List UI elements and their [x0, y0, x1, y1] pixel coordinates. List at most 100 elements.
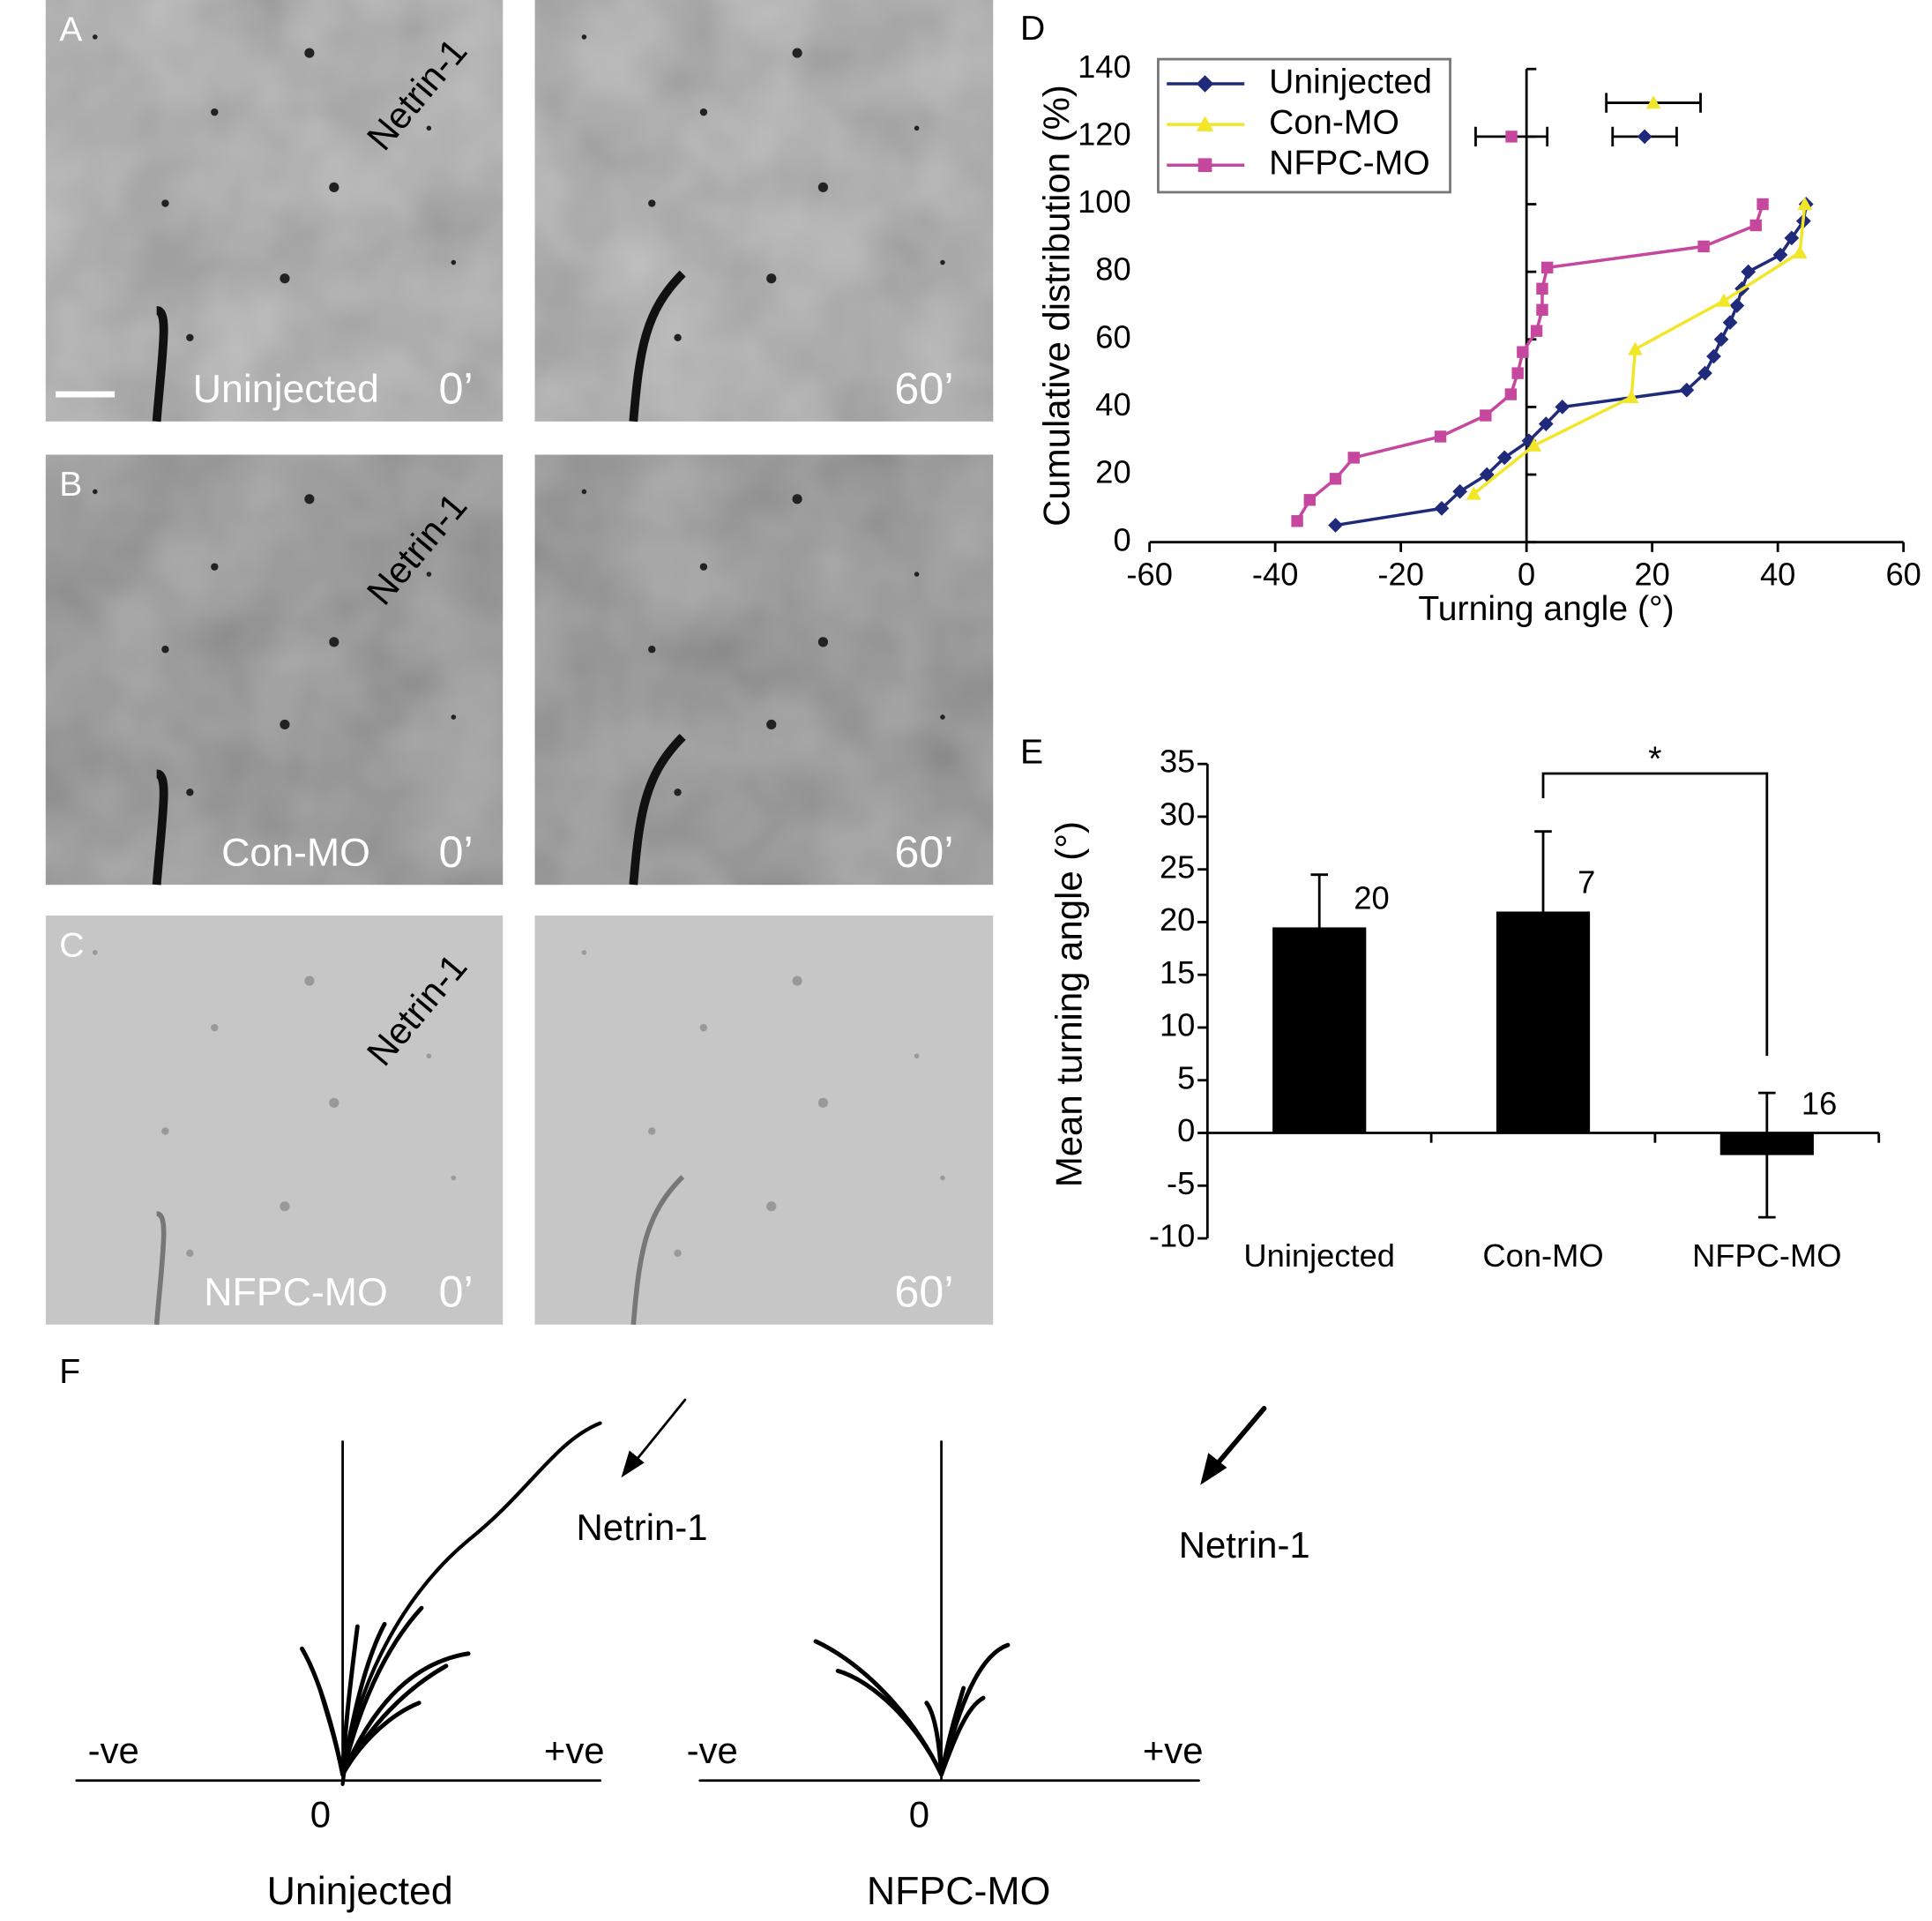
- trace: [340, 1421, 602, 1787]
- x-tick-label: -60: [1126, 556, 1172, 592]
- time-label: 60’: [894, 363, 953, 414]
- point: [1697, 240, 1710, 253]
- texture: [534, 454, 994, 886]
- x-tick-label: -20: [1377, 556, 1423, 592]
- texture: [45, 454, 504, 886]
- y-tick-label: 40: [1095, 386, 1130, 422]
- debris: [766, 273, 777, 284]
- debris: [92, 34, 98, 40]
- x-tick-label: -40: [1252, 556, 1298, 592]
- point: [1466, 486, 1481, 500]
- debris: [426, 1053, 432, 1059]
- point: [1517, 346, 1529, 358]
- point: [1637, 129, 1652, 145]
- stimulus-label: Netrin-1: [1179, 1524, 1310, 1566]
- point: [1452, 483, 1468, 499]
- trace: [939, 1686, 966, 1777]
- y-axis-title: Cumulative distribution (%): [1036, 85, 1078, 527]
- debris: [329, 1097, 339, 1108]
- debris: [674, 1249, 682, 1257]
- debris: [329, 637, 339, 647]
- debris: [161, 646, 169, 654]
- legend-label: Con-MO: [1269, 103, 1399, 141]
- debris: [329, 182, 339, 192]
- micrograph: [534, 916, 994, 1325]
- debris: [304, 48, 315, 58]
- point: [1434, 501, 1450, 516]
- time-label: 0’: [439, 363, 474, 414]
- debris: [581, 950, 587, 955]
- debris: [792, 975, 802, 986]
- debris: [699, 563, 708, 571]
- x-tick-label: 60: [1885, 556, 1921, 592]
- y-tick-label: 30: [1160, 796, 1195, 833]
- trace: [835, 1668, 944, 1777]
- axon: [629, 270, 686, 422]
- debris: [699, 1023, 708, 1032]
- point: [1749, 219, 1762, 232]
- trace: [318, 1688, 346, 1777]
- significance-label: *: [1648, 740, 1661, 778]
- panel-letter: A: [59, 11, 83, 49]
- point: [1328, 518, 1343, 533]
- y-tick-label: 120: [1078, 116, 1131, 152]
- debris: [914, 572, 920, 577]
- y-tick-label: 140: [1078, 49, 1131, 85]
- side-label: -ve: [88, 1730, 139, 1771]
- axon: [153, 1211, 167, 1326]
- point: [1196, 116, 1214, 131]
- point: [1536, 303, 1548, 316]
- x-tick-label: 40: [1760, 556, 1795, 592]
- debris: [817, 637, 829, 647]
- y-axis-title: Mean turning angle (°): [1048, 821, 1090, 1187]
- point: [1197, 158, 1212, 173]
- point: [1479, 467, 1495, 482]
- point: [1722, 315, 1738, 331]
- point: [1716, 293, 1732, 307]
- debris: [161, 199, 169, 207]
- y-tick-label: 20: [1095, 454, 1130, 490]
- y-tick-label: 10: [1160, 1007, 1195, 1043]
- y-tick-label: 15: [1160, 954, 1195, 990]
- point: [1526, 437, 1542, 452]
- point: [1480, 409, 1492, 422]
- trace-panel: F Netrin-1 -ve +ve 0 Uninjected Netrin-1 -ve +v…: [59, 1353, 1309, 1913]
- debris: [792, 48, 802, 58]
- debris: [648, 199, 656, 207]
- point: [1504, 388, 1518, 400]
- n-label: 16: [1801, 1085, 1837, 1121]
- y-tick-label: 0: [1177, 1112, 1195, 1148]
- debris: [426, 572, 432, 577]
- debris: [211, 563, 219, 571]
- error-bar: [1310, 873, 1328, 982]
- point: [1772, 247, 1788, 263]
- panel-letter: C: [59, 927, 84, 965]
- error-bar: [1534, 830, 1552, 993]
- trace: [340, 1621, 387, 1777]
- debris: [699, 108, 708, 116]
- side-label: +ve: [544, 1730, 605, 1771]
- x-tick-label: 0: [1518, 556, 1535, 592]
- trace: [340, 1651, 471, 1777]
- bar-chart: E -10 -5 0 5 10 15 20 25 30 35 Mean turning angle (…: [1020, 733, 1881, 1274]
- panel-letter: B: [59, 466, 82, 504]
- debris: [186, 1249, 194, 1257]
- point: [1792, 244, 1808, 259]
- x-axis-title: Turning angle (°): [1418, 590, 1674, 628]
- time-label: 60’: [894, 826, 953, 877]
- point: [1741, 264, 1757, 280]
- debris: [792, 494, 802, 505]
- debris: [280, 273, 290, 284]
- significance-bracket: [1541, 772, 1769, 1057]
- panel-letter: E: [1020, 733, 1043, 771]
- debris: [817, 182, 829, 192]
- point: [1645, 95, 1661, 109]
- debris: [211, 1023, 219, 1032]
- trace: [813, 1639, 944, 1777]
- stimulus-label: Netrin-1: [577, 1506, 708, 1548]
- point: [1530, 325, 1543, 337]
- point: [1505, 131, 1518, 143]
- condition-label: Uninjected: [267, 1870, 453, 1913]
- series-line: [1335, 204, 1808, 527]
